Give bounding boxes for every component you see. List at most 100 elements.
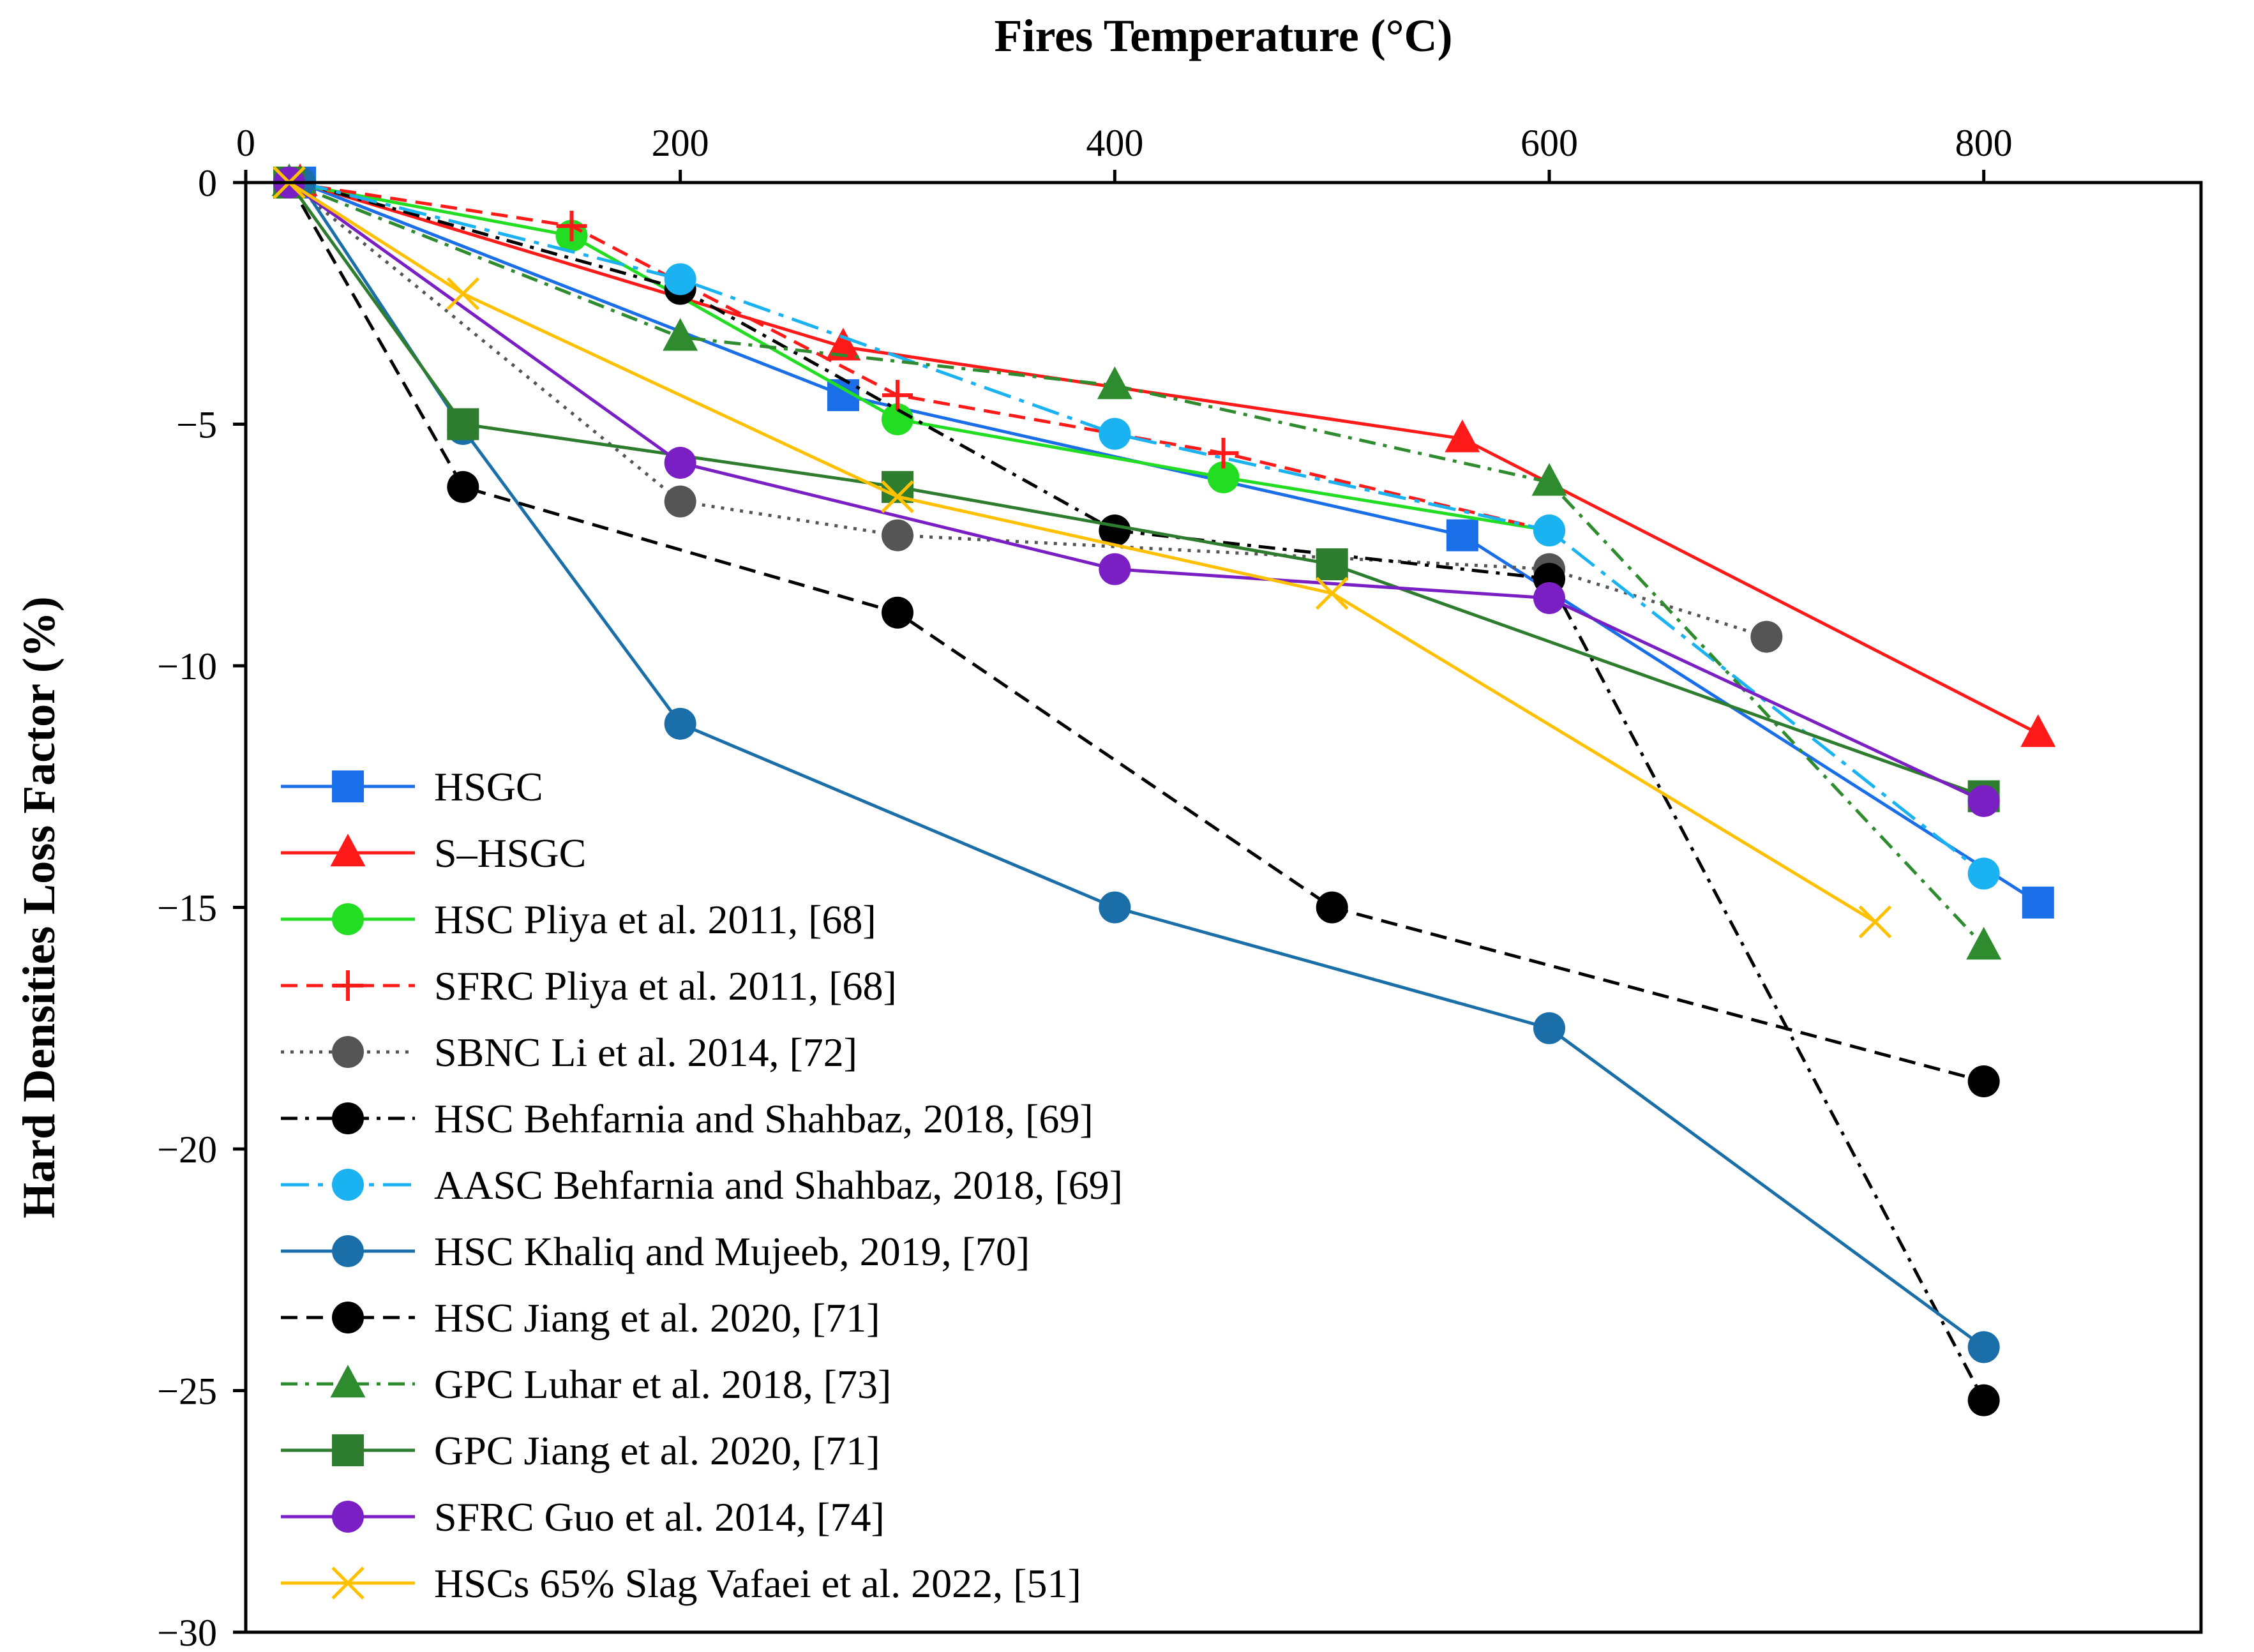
data-point	[1750, 620, 1783, 653]
data-point	[881, 480, 914, 513]
data-point	[447, 470, 479, 503]
data-point	[1967, 1065, 2000, 1098]
legend-label: HSC Jiang et al. 2020, [71]	[434, 1295, 880, 1340]
legend-item: SFRC Guo et al. 2014, [74]	[281, 1494, 885, 1540]
data-point	[1099, 891, 1131, 924]
data-point	[1097, 366, 1132, 400]
legend-marker	[330, 834, 366, 867]
data-point	[1967, 857, 2000, 890]
legend-item: S–HSGC	[281, 830, 586, 876]
data-point	[446, 277, 480, 310]
data-point	[1208, 437, 1239, 469]
legend-label: AASC Behfarnia and Shahbaz, 2018, [69]	[434, 1162, 1123, 1208]
legend-item: HSC Jiang et al. 2020, [71]	[281, 1295, 880, 1340]
data-point	[825, 327, 861, 361]
data-point	[1316, 891, 1348, 924]
legend-marker	[332, 1102, 364, 1134]
data-point	[1533, 582, 1565, 615]
legend-marker	[332, 1235, 364, 1267]
x-tick-label: 400	[1086, 122, 1143, 164]
legend-item: GPC Jiang et al. 2020, [71]	[281, 1428, 880, 1473]
data-point	[556, 211, 587, 242]
legend-marker	[332, 770, 364, 802]
data-point	[1967, 785, 2000, 817]
legend-marker	[332, 1169, 364, 1201]
data-point	[1967, 1384, 2000, 1416]
data-point	[664, 707, 696, 740]
data-point	[1316, 548, 1348, 581]
legend-label: HSC Pliya et al. 2011, [68]	[434, 897, 876, 942]
y-tick-label: −30	[157, 1612, 217, 1652]
legend-marker	[331, 1566, 364, 1600]
data-point	[664, 263, 696, 296]
series-layer	[271, 163, 2056, 1416]
data-point	[882, 380, 913, 411]
data-point	[1207, 461, 1240, 493]
data-point	[2020, 714, 2056, 747]
x-tick-label: 200	[652, 122, 709, 164]
data-point	[1315, 576, 1349, 610]
legend-marker	[332, 1501, 364, 1533]
y-tick-label: 0	[198, 162, 217, 204]
data-point	[1446, 519, 1478, 552]
data-point	[1531, 463, 1567, 496]
data-point	[1445, 419, 1480, 453]
data-point	[1533, 514, 1565, 547]
x-tick-label: 0	[236, 122, 255, 164]
data-point	[882, 596, 913, 629]
data-point	[1099, 553, 1131, 585]
legend-item: HSC Behfarnia and Shahbaz, 2018, [69]	[281, 1096, 1093, 1141]
data-point	[1099, 417, 1131, 450]
legend-label: HSC Khaliq and Mujeeb, 2019, [70]	[434, 1229, 1030, 1274]
series-line	[299, 181, 1985, 1401]
legend-label: SFRC Guo et al. 2014, [74]	[434, 1494, 885, 1540]
legend-item: HSC Khaliq and Mujeeb, 2019, [70]	[281, 1229, 1030, 1274]
y-tick-label: −5	[176, 404, 217, 446]
legend-item: HSC Pliya et al. 2011, [68]	[281, 897, 876, 942]
legend-label: SBNC Li et al. 2014, [72]	[434, 1030, 857, 1075]
legend-marker	[332, 1036, 364, 1068]
data-point	[1099, 514, 1131, 547]
legend-marker	[330, 1365, 366, 1398]
data-point	[1967, 1331, 2000, 1363]
y-axis-title: Hard Densities Loss Factor (%)	[13, 596, 64, 1219]
x-tick-label: 800	[1955, 122, 2013, 164]
legend-label: HSCs 65% Slag Vafaei et al. 2022, [51]	[434, 1561, 1081, 1606]
legend-marker	[332, 1434, 364, 1466]
legend-item: GPC Luhar et al. 2018, [73]	[281, 1362, 891, 1407]
data-point	[1533, 1012, 1565, 1044]
data-point	[2022, 886, 2054, 919]
y-tick-label: −10	[157, 645, 217, 687]
legend-marker	[332, 903, 364, 935]
legend-marker	[332, 1302, 364, 1333]
series-line	[289, 181, 1985, 947]
data-point	[1858, 905, 1892, 938]
y-axis: 0 −5 −10 −15 −20 −25 −30	[157, 162, 246, 1652]
data-point	[882, 403, 913, 435]
y-tick-label: −25	[157, 1370, 217, 1413]
y-tick-label: −20	[157, 1129, 217, 1171]
legend-item: SBNC Li et al. 2014, [72]	[281, 1030, 857, 1075]
legend-label: GPC Luhar et al. 2018, [73]	[434, 1362, 891, 1407]
legend-label: HSC Behfarnia and Shahbaz, 2018, [69]	[434, 1096, 1093, 1141]
legend-label: SFRC Pliya et al. 2011, [68]	[434, 963, 897, 1009]
legend-label: HSGC	[434, 764, 543, 809]
x-tick-label: 600	[1521, 122, 1578, 164]
legend-label: GPC Jiang et al. 2020, [71]	[434, 1428, 880, 1473]
data-point	[882, 519, 913, 552]
legend-item: HSGC	[281, 764, 543, 809]
data-point	[663, 318, 698, 351]
data-point	[664, 485, 696, 518]
y-tick-label: −15	[157, 887, 217, 929]
x-axis: 0 200 400 600 800	[236, 122, 2013, 183]
legend-label: S–HSGC	[434, 830, 586, 876]
data-point	[447, 408, 479, 440]
series-line	[299, 181, 1985, 875]
legend-marker	[333, 970, 363, 1001]
data-point	[1966, 927, 2002, 960]
legend-item: SFRC Pliya et al. 2011, [68]	[281, 963, 897, 1009]
legend-item: HSCs 65% Slag Vafaei et al. 2022, [51]	[281, 1561, 1081, 1606]
legend-item: AASC Behfarnia and Shahbaz, 2018, [69]	[281, 1162, 1123, 1208]
